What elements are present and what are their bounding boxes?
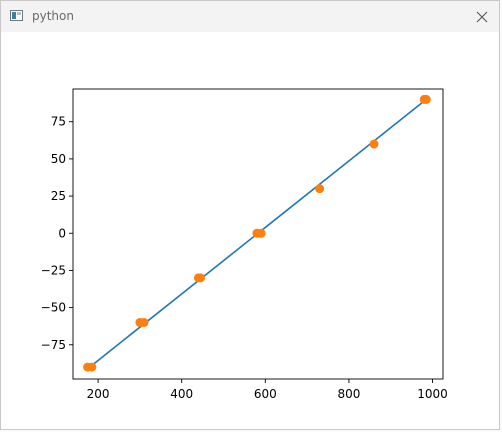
python-window-icon [10,10,23,21]
x-tick-label: 1000 [417,387,448,401]
figure-canvas: 200 400 600 800 1000 −75 −50 −25 0 25 50 75 [1,32,499,429]
close-icon [476,11,488,22]
data-point [256,228,266,238]
axes-frame [72,88,444,380]
x-tick-label: 600 [254,387,277,401]
data-point [421,94,431,104]
chart: 200 400 600 800 1000 −75 −50 −25 0 25 50 75 [41,88,448,401]
x-tick-label: 800 [337,387,360,401]
window-title: python [32,9,74,23]
close-button[interactable] [465,1,499,32]
y-tick-label: −25 [41,263,66,277]
x-tick-label: 200 [87,387,110,401]
y-tick-label: 75 [51,115,66,129]
y-tick-label: 25 [51,189,66,203]
y-tick-label: 0 [58,226,66,240]
data-point [369,139,379,149]
data-point [87,362,97,372]
y-tick-label: −75 [41,338,66,352]
data-point [139,317,149,327]
y-tick-label: −50 [41,301,66,315]
x-tick-label: 400 [170,387,193,401]
data-point [196,273,206,283]
y-tick-label: 50 [51,152,66,166]
title-bar[interactable]: python [1,1,499,32]
data-point [315,184,325,194]
